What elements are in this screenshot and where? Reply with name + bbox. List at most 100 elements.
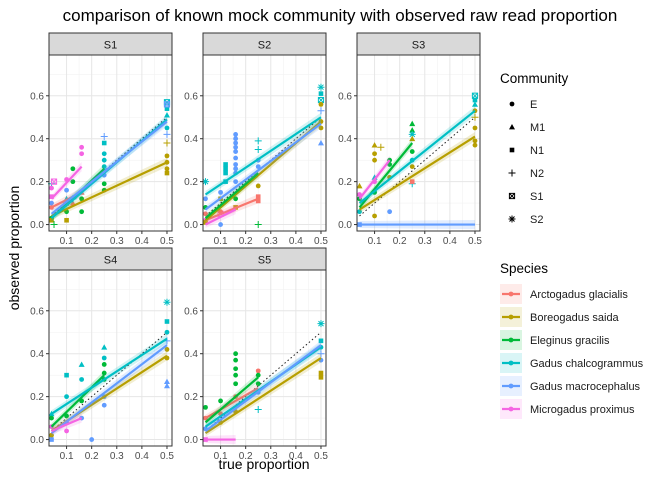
data-point (49, 194, 54, 199)
community-legend-label: S2 (530, 214, 543, 226)
x-tick-label: 0.3 (110, 236, 124, 247)
fit-line (204, 344, 322, 432)
facet-panel-s2: S2 0.0 0.2 0.4 0.6 0.1 0.2 0.3 0.4 0.5 (184, 32, 328, 247)
y-tick-label: 0.0 (30, 220, 44, 231)
species-legend-dot (508, 383, 514, 389)
x-tick-label: 0.1 (214, 236, 228, 247)
data-point (70, 179, 76, 185)
species-legend-dot (508, 360, 514, 366)
data-point (164, 153, 170, 159)
data-point (357, 209, 362, 215)
data-point (409, 127, 416, 133)
y-tick-label: 0.4 (30, 349, 44, 360)
fit-line (358, 135, 476, 211)
y-tick-label: 0.6 (30, 91, 44, 102)
species-legend-label: Microgadus proximus (530, 404, 635, 416)
x-tick-label: 0.1 (214, 451, 228, 462)
data-point (64, 394, 69, 400)
facet-panel-s3: S3 0.0 0.2 0.4 0.6 0.1 0.2 0.3 0.4 0.5 (338, 32, 482, 247)
data-point (164, 347, 170, 352)
x-tick-label: 0.5 (314, 236, 328, 247)
data-point (49, 217, 54, 223)
data-point (372, 157, 377, 163)
data-point (89, 437, 95, 442)
y-tick-label: 0.6 (184, 91, 198, 102)
fit-line (204, 387, 259, 420)
data-point (164, 170, 170, 176)
data-point (101, 355, 107, 361)
data-point (164, 329, 170, 335)
x-tick-label: 0.1 (60, 451, 74, 462)
community-legend-key (508, 215, 516, 223)
data-point (101, 140, 107, 146)
panel-border (48, 54, 173, 232)
y-tick-label: 0.0 (30, 435, 44, 446)
data-point (79, 196, 85, 202)
x-tick-label: 0.2 (85, 236, 99, 247)
data-point (203, 404, 208, 410)
y-axis-label: observed proportion (6, 186, 22, 311)
data-point (317, 140, 324, 146)
data-point (49, 185, 54, 191)
facet-panel-s5: S5 0.0 0.2 0.4 0.6 0.1 0.2 0.3 0.4 0.5 (184, 247, 328, 462)
data-point (471, 92, 479, 99)
data-point (318, 375, 324, 380)
fit-line (204, 376, 259, 424)
data-point (254, 221, 262, 229)
data-point (233, 132, 239, 137)
data-point (233, 372, 239, 378)
reference-line (205, 116, 322, 217)
data-point (233, 366, 239, 372)
data-point (255, 381, 261, 387)
data-point (317, 96, 325, 104)
x-tick-label: 0.2 (85, 451, 99, 462)
fit-line (204, 116, 322, 196)
data-point (101, 402, 107, 408)
species-legend-label: Gadus chalcogrammus (530, 358, 644, 370)
data-point (317, 350, 325, 358)
data-point (408, 130, 416, 138)
data-point (471, 113, 479, 121)
data-point (317, 107, 325, 115)
data-point (218, 398, 223, 404)
data-point (254, 137, 262, 145)
data-point (317, 83, 325, 91)
x-tick-label: 0.2 (393, 236, 407, 247)
fit-line (205, 197, 259, 222)
data-point (50, 221, 58, 229)
data-point (78, 361, 85, 367)
data-point (254, 145, 262, 153)
data-point (64, 372, 69, 378)
data-point (356, 182, 363, 189)
facet-strip-label: S3 (412, 40, 425, 52)
data-point (64, 413, 69, 419)
community-legend-key (509, 124, 515, 130)
y-tick-label: 0.2 (30, 392, 44, 403)
data-point (203, 211, 208, 217)
data-point (164, 319, 170, 324)
species-legend-label: Boreogadus saida (530, 312, 620, 324)
x-tick-label: 0.3 (264, 451, 278, 462)
data-point (163, 378, 170, 385)
community-legend-label: S1 (530, 191, 543, 203)
data-point (233, 381, 239, 387)
y-tick-label: 0.4 (338, 134, 352, 145)
data-point (318, 125, 324, 131)
data-point (79, 144, 85, 150)
data-point (409, 120, 416, 127)
y-tick-label: 0.4 (184, 349, 198, 360)
data-point (233, 155, 239, 161)
data-point (163, 101, 171, 108)
data-point (472, 142, 478, 148)
data-point (255, 198, 261, 204)
data-point (254, 406, 262, 414)
data-point (233, 162, 239, 167)
data-point (255, 372, 261, 378)
data-point (233, 196, 239, 202)
reference-line (359, 116, 476, 217)
data-point (218, 189, 223, 195)
reference-line (51, 331, 168, 432)
y-tick-label: 0.0 (338, 220, 352, 231)
data-point (163, 112, 170, 118)
